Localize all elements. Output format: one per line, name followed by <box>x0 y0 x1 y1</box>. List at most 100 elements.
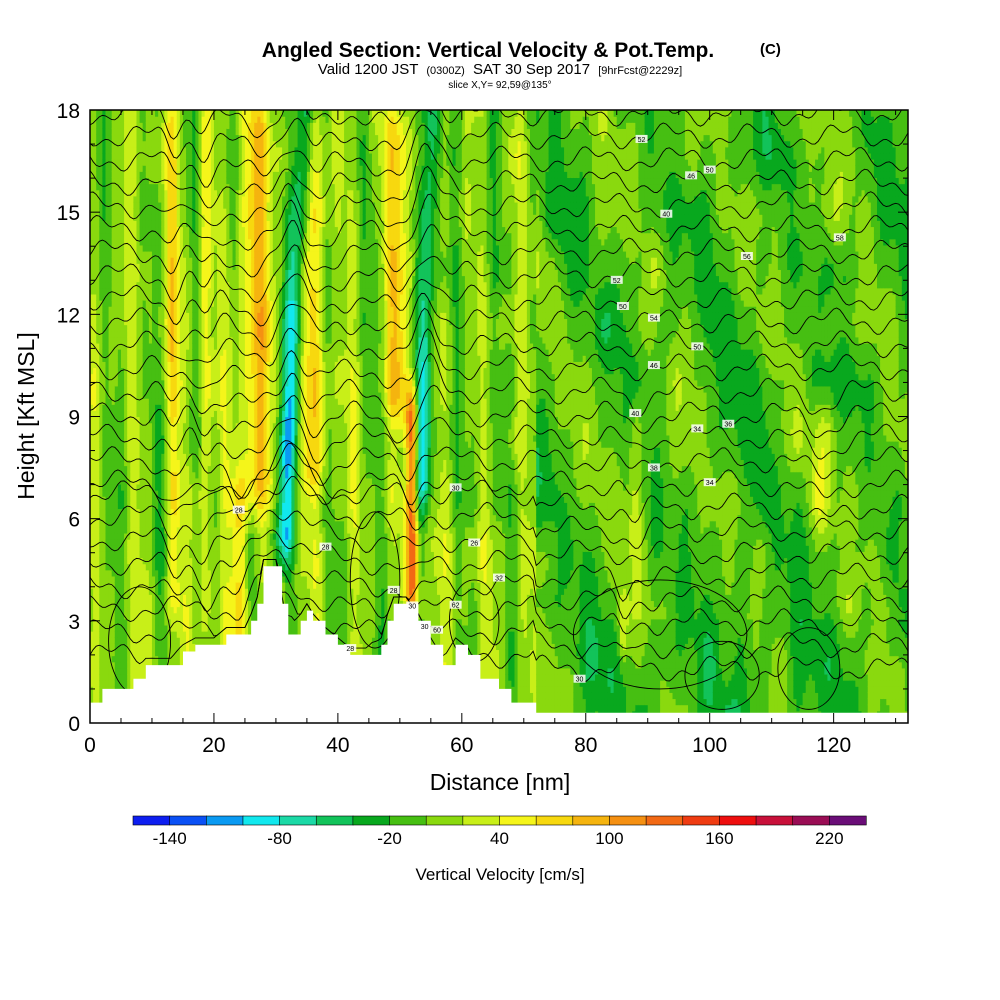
velocity-cell <box>102 232 107 240</box>
velocity-cell <box>167 532 172 540</box>
velocity-cell <box>120 606 125 614</box>
velocity-cell <box>99 422 103 430</box>
velocity-cell <box>195 208 200 215</box>
velocity-cell <box>182 269 187 277</box>
velocity-cell <box>136 637 141 644</box>
velocity-cell <box>151 269 156 277</box>
velocity-cell <box>111 539 116 546</box>
velocity-cell <box>210 373 215 381</box>
velocity-cell <box>186 189 190 197</box>
velocity-cell <box>173 128 178 136</box>
velocity-cell <box>210 508 215 516</box>
velocity-cell <box>136 441 141 448</box>
velocity-cell <box>155 159 159 166</box>
velocity-cell <box>142 232 147 240</box>
velocity-cell <box>217 422 221 430</box>
velocity-cell <box>151 201 156 209</box>
velocity-cell <box>111 171 116 179</box>
velocity-cell <box>96 526 100 534</box>
velocity-cell <box>189 551 193 559</box>
velocity-cell <box>220 618 224 626</box>
velocity-cell <box>182 575 187 583</box>
velocity-cell <box>117 122 122 129</box>
velocity-cell <box>226 459 231 467</box>
velocity-cell <box>176 410 181 418</box>
velocity-cell <box>105 582 110 589</box>
velocity-cell <box>173 514 178 522</box>
velocity-cell <box>133 220 138 228</box>
velocity-cell <box>167 349 172 356</box>
velocity-cell <box>127 490 131 497</box>
velocity-cell <box>173 569 178 577</box>
velocity-cell <box>108 508 113 516</box>
velocity-cell <box>158 539 162 546</box>
velocity-cell <box>232 318 237 326</box>
velocity-cell <box>114 220 119 228</box>
velocity-cell <box>136 226 141 234</box>
velocity-cell <box>176 342 181 350</box>
velocity-cell <box>102 643 107 651</box>
velocity-cell <box>210 312 215 320</box>
velocity-cell <box>124 483 128 491</box>
velocity-cell <box>201 330 206 338</box>
velocity-cell <box>192 171 196 179</box>
velocity-cell <box>201 257 206 264</box>
velocity-cell <box>170 526 175 534</box>
velocity-cell <box>99 471 103 479</box>
velocity-cell <box>114 680 119 687</box>
velocity-cell <box>220 275 224 283</box>
velocity-cell <box>195 116 200 123</box>
velocity-cell <box>229 165 234 172</box>
velocity-cell <box>182 594 187 601</box>
velocity-cell <box>127 250 131 258</box>
velocity-cell <box>102 600 107 608</box>
velocity-cell <box>170 588 175 595</box>
velocity-cell <box>173 287 178 295</box>
velocity-cell <box>210 496 215 503</box>
velocity-cell <box>213 140 218 148</box>
velocity-cell <box>136 557 141 565</box>
velocity-cell <box>223 195 227 203</box>
velocity-cell <box>108 379 113 387</box>
velocity-cell <box>130 422 134 430</box>
velocity-cell <box>232 459 237 467</box>
velocity-cell <box>102 189 107 197</box>
velocity-cell <box>130 649 134 657</box>
velocity-cell <box>127 483 131 491</box>
velocity-cell <box>158 312 162 320</box>
velocity-cell <box>90 453 94 461</box>
velocity-cell <box>108 177 113 185</box>
velocity-cell <box>108 281 113 289</box>
velocity-cell <box>102 631 107 638</box>
velocity-cell <box>232 624 237 632</box>
velocity-cell <box>170 324 175 332</box>
velocity-cell <box>164 379 169 387</box>
velocity-cell <box>217 189 221 197</box>
velocity-cell <box>176 539 181 546</box>
velocity-cell <box>164 330 169 338</box>
velocity-cell <box>145 177 150 185</box>
velocity-cell <box>102 520 107 528</box>
velocity-cell <box>232 165 237 172</box>
velocity-cell <box>164 655 169 663</box>
velocity-cell <box>114 588 119 595</box>
velocity-cell <box>155 539 159 546</box>
velocity-cell <box>114 575 119 583</box>
velocity-cell <box>99 404 103 411</box>
velocity-cell <box>170 201 175 209</box>
velocity-cell <box>139 250 144 258</box>
velocity-cell <box>124 361 128 369</box>
velocity-cell <box>161 159 165 166</box>
velocity-cell <box>161 606 165 614</box>
velocity-cell <box>176 250 181 258</box>
velocity-cell <box>232 195 237 203</box>
velocity-cell <box>120 508 125 516</box>
velocity-cell <box>108 582 113 589</box>
velocity-cell <box>90 643 94 651</box>
velocity-cell <box>151 526 156 534</box>
velocity-cell <box>90 367 94 375</box>
velocity-cell <box>204 349 209 356</box>
velocity-cell <box>232 477 237 485</box>
velocity-cell <box>102 373 107 381</box>
velocity-cell <box>151 312 156 320</box>
